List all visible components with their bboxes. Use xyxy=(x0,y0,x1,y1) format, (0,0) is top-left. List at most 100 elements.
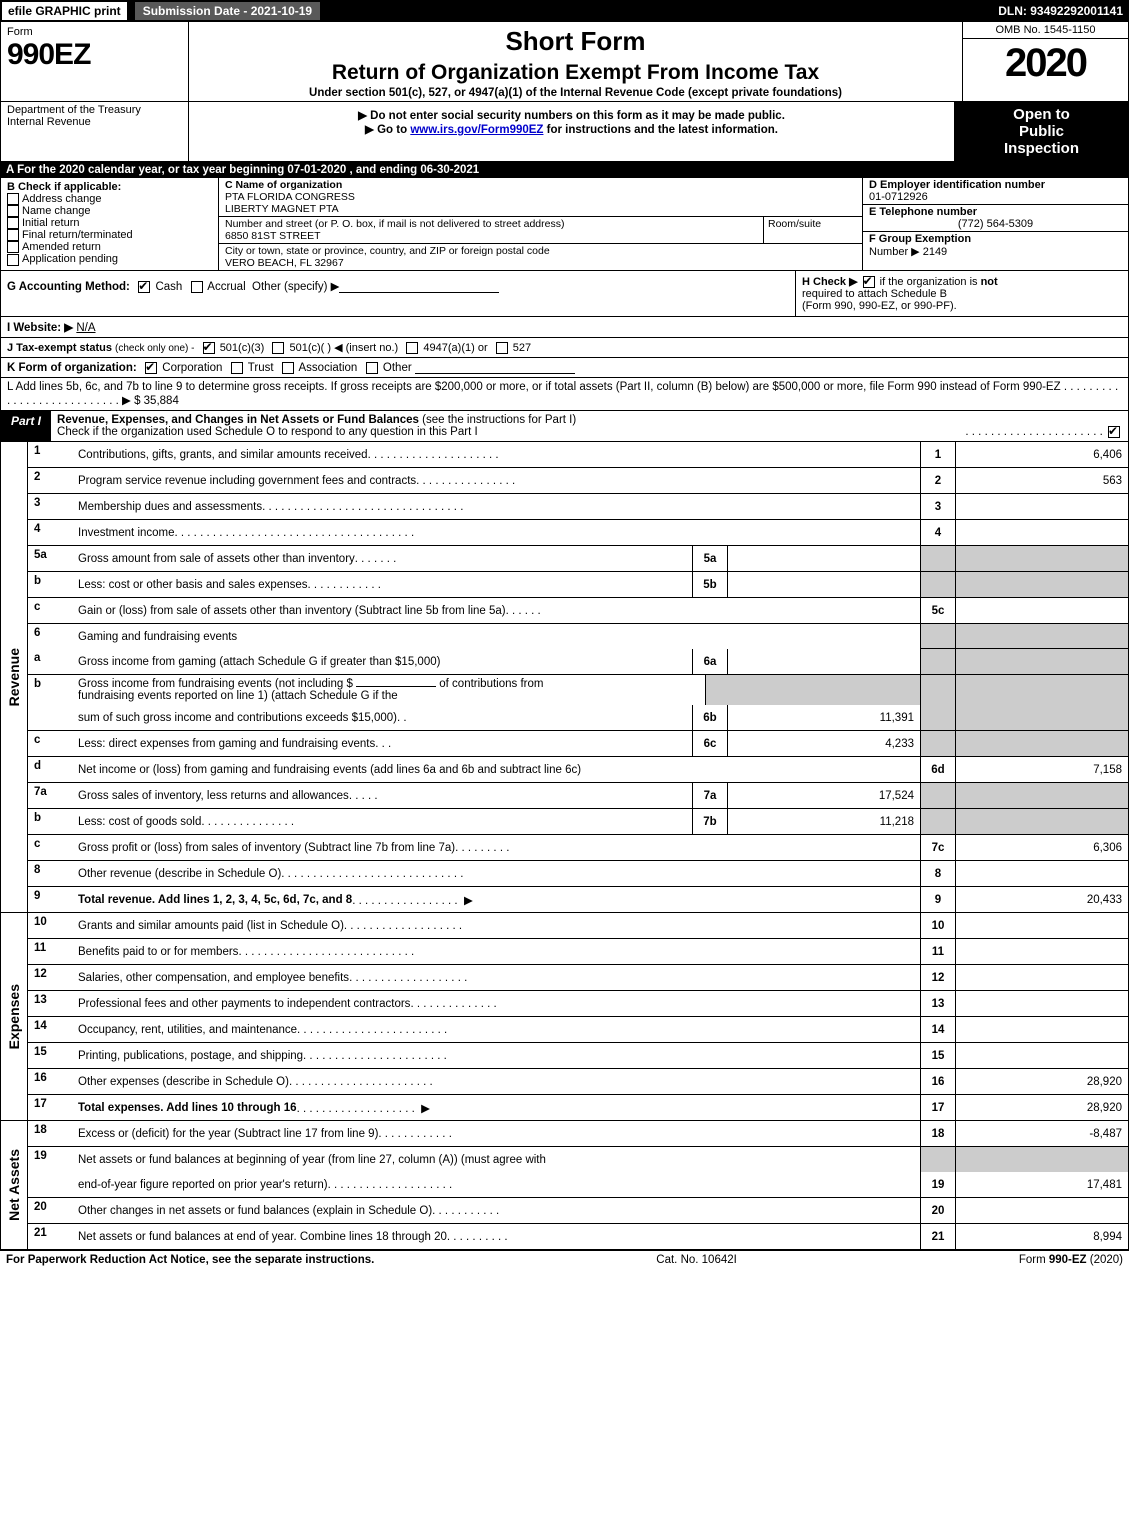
line-9-desc: Total revenue. Add lines 1, 2, 3, 4, 5c,… xyxy=(78,894,352,906)
line-13-value xyxy=(955,991,1128,1016)
line-5c-rn: 5c xyxy=(920,598,955,623)
checkbox-501c3[interactable] xyxy=(203,342,215,354)
opt-4947: 4947(a)(1) or xyxy=(423,342,487,354)
line-10-rn: 10 xyxy=(920,913,955,938)
line-6b-grey-mid xyxy=(705,675,920,705)
d-label: D Employer identification number xyxy=(869,179,1122,191)
footer-right-pre: Form xyxy=(1019,1254,1049,1266)
line-1-value: 6,406 xyxy=(955,442,1128,467)
line-5c: c Gain or (loss) from sale of assets oth… xyxy=(28,598,1128,624)
form-number: 990EZ xyxy=(7,38,182,72)
checkbox-501c[interactable] xyxy=(272,342,284,354)
h-not: not xyxy=(981,276,998,288)
checkbox-cash[interactable] xyxy=(138,281,150,293)
line-2-desc: Program service revenue including govern… xyxy=(78,475,416,487)
checkbox-schedule-o[interactable] xyxy=(1108,426,1120,438)
goto-prefix: ▶ Go to xyxy=(365,124,410,136)
line-18-num: 18 xyxy=(28,1121,76,1146)
line-6-desc: Gaming and fundraising events xyxy=(78,631,237,643)
checkbox-application-pending[interactable] xyxy=(7,254,19,266)
checkbox-schedule-b-not-required[interactable] xyxy=(863,276,875,288)
h-text3: (Form 990, 990-EZ, or 990-PF). xyxy=(802,300,957,312)
line-6b-desc4: sum of such gross income and contributio… xyxy=(78,712,397,724)
open-to: Open to xyxy=(959,106,1124,123)
line-7b-desc: Less: cost of goods sold xyxy=(78,816,201,828)
goto-suffix: for instructions and the latest informat… xyxy=(543,124,778,136)
line-6-grey-val xyxy=(955,624,1128,649)
line-5b-num: b xyxy=(28,572,76,597)
opt-other-org: Other xyxy=(383,362,412,374)
form-label: Form xyxy=(7,26,182,38)
checkbox-final-return[interactable] xyxy=(7,229,19,241)
instructions-link-row: ▶ Go to www.irs.gov/Form990EZ for instru… xyxy=(195,122,948,136)
submission-date-button[interactable]: Submission Date - 2021-10-19 xyxy=(133,0,322,22)
ein-value: 01-0712926 xyxy=(869,191,1122,203)
line-4-desc: Investment income xyxy=(78,527,175,539)
line-16-desc: Other expenses (describe in Schedule O) xyxy=(78,1076,289,1088)
org-name-2: LIBERTY MAGNET PTA xyxy=(225,203,856,215)
l-text: L Add lines 5b, 6c, and 7b to line 9 to … xyxy=(7,381,1061,393)
line-5c-desc: Gain or (loss) from sale of assets other… xyxy=(78,605,506,617)
omb-number: OMB No. 1545-1150 xyxy=(963,22,1128,39)
line-5a-grey-val xyxy=(955,546,1128,571)
line-16-value: 28,920 xyxy=(955,1069,1128,1094)
line-17-desc: Total expenses. Add lines 10 through 16 xyxy=(78,1102,297,1114)
line-12-rn: 12 xyxy=(920,965,955,990)
other-org-input[interactable] xyxy=(415,361,575,374)
line-6c-mn: 6c xyxy=(692,731,727,756)
checkbox-527[interactable] xyxy=(496,342,508,354)
line-3-rn: 3 xyxy=(920,494,955,519)
line-21-num: 21 xyxy=(28,1224,76,1249)
line-19-rn: 19 xyxy=(920,1172,955,1197)
line-a-tax-year: A For the 2020 calendar year, or tax yea… xyxy=(0,162,1129,178)
line-2-num: 2 xyxy=(28,468,76,493)
section-bcd: B Check if applicable: Address change Na… xyxy=(0,178,1129,271)
group-exemption-value: 2149 xyxy=(923,246,947,258)
line-2-value: 563 xyxy=(955,468,1128,493)
opt-527: 527 xyxy=(513,342,531,354)
line-15: 15 Printing, publications, postage, and … xyxy=(28,1043,1128,1069)
line-20-num: 20 xyxy=(28,1198,76,1223)
street-label: Number and street (or P. O. box, if mail… xyxy=(225,218,757,230)
net-assets-vertical-label: Net Assets xyxy=(6,1149,22,1221)
dln-label: DLN: 93492292001141 xyxy=(998,0,1129,22)
e-label: E Telephone number xyxy=(869,206,1122,218)
checkbox-other-org[interactable] xyxy=(366,362,378,374)
checkbox-address-change[interactable] xyxy=(7,193,19,205)
checkbox-amended-return[interactable] xyxy=(7,241,19,253)
org-name-1: PTA FLORIDA CONGRESS xyxy=(225,191,856,203)
other-specify-input[interactable] xyxy=(339,280,499,293)
line-17: 17 Total expenses. Add lines 10 through … xyxy=(28,1095,1128,1121)
checkbox-4947[interactable] xyxy=(406,342,418,354)
irs-form-link[interactable]: www.irs.gov/Form990EZ xyxy=(410,124,543,136)
line-13-desc: Professional fees and other payments to … xyxy=(78,998,410,1010)
line-1-rn: 1 xyxy=(920,442,955,467)
checkbox-accrual[interactable] xyxy=(191,281,203,293)
line-11-rn: 11 xyxy=(920,939,955,964)
line-6c-grey xyxy=(920,731,955,756)
checkbox-association[interactable] xyxy=(282,362,294,374)
line-4-rn: 4 xyxy=(920,520,955,545)
i-label: I Website: ▶ xyxy=(7,322,73,334)
line-13-num: 13 xyxy=(28,991,76,1016)
line-19b-num xyxy=(28,1172,76,1197)
line-15-num: 15 xyxy=(28,1043,76,1068)
line-6b-midval: 11,391 xyxy=(727,705,920,730)
checkbox-name-change[interactable] xyxy=(7,205,19,217)
row-gh: G Accounting Method: Cash Accrual Other … xyxy=(0,271,1129,317)
line-7b-num: b xyxy=(28,809,76,834)
line-6b-desc3: fundraising events reported on line 1) (… xyxy=(78,690,398,702)
checkbox-trust[interactable] xyxy=(231,362,243,374)
page-footer: For Paperwork Reduction Act Notice, see … xyxy=(0,1250,1129,1269)
efile-print-button[interactable]: efile GRAPHIC print xyxy=(0,0,129,22)
line-14-rn: 14 xyxy=(920,1017,955,1042)
line-5a-desc: Gross amount from sale of assets other t… xyxy=(78,553,355,565)
line-8-desc: Other revenue (describe in Schedule O) xyxy=(78,868,281,880)
line-10-num: 10 xyxy=(28,913,76,938)
checkbox-corporation[interactable] xyxy=(145,362,157,374)
checkbox-initial-return[interactable] xyxy=(7,217,19,229)
line-6d: d Net income or (loss) from gaming and f… xyxy=(28,757,1128,783)
line-19-grey-val xyxy=(955,1147,1128,1172)
line-18-desc: Excess or (deficit) for the year (Subtra… xyxy=(78,1128,378,1140)
line-1-num: 1 xyxy=(28,442,76,467)
